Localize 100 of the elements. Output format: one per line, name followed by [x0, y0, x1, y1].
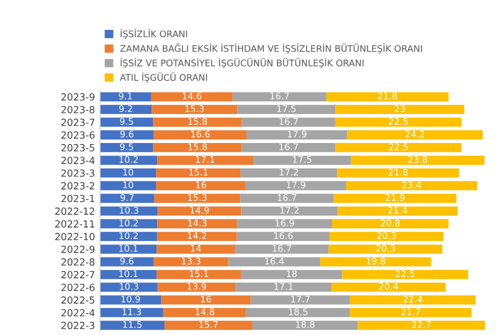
data-label: 16.4	[265, 258, 284, 264]
bar	[100, 194, 154, 203]
y-tick-label: 2022-3	[61, 322, 94, 330]
data-label: 22.5	[389, 143, 408, 150]
bar	[335, 143, 462, 152]
data-label: 10.9	[121, 296, 140, 303]
y-tick-label: 2023-9	[61, 93, 94, 101]
bar	[346, 181, 478, 190]
bar	[157, 232, 237, 242]
data-label: 17.5	[277, 105, 296, 112]
bar	[154, 257, 228, 266]
bar	[242, 118, 336, 127]
y-tick-label: 2022-5	[61, 296, 94, 304]
data-label: 24.2	[406, 130, 424, 138]
bar	[246, 181, 346, 190]
data-label: 22.4	[403, 296, 422, 302]
bar	[350, 308, 472, 318]
bar	[100, 118, 154, 127]
legend-label: ZAMANA BAĞLI EKSİK İSTİHDAM VE İŞSİZLERİN BÜTÜNLEŞİK ORANI	[120, 43, 422, 54]
data-label: 17.5	[292, 156, 312, 163]
bar	[157, 219, 238, 228]
bar	[338, 206, 458, 216]
bar	[330, 232, 444, 242]
y-tick-label: 2022-10	[55, 232, 94, 240]
data-label: 16.9	[276, 220, 294, 226]
data-label: 16	[201, 296, 212, 303]
data-label: 20.3	[376, 244, 395, 252]
bar	[100, 257, 154, 266]
data-label: 16.6	[191, 130, 210, 138]
bar	[100, 232, 158, 242]
data-label: 19.8	[366, 258, 386, 264]
bar	[156, 168, 241, 178]
bar	[237, 104, 336, 114]
data-label: 9.6	[120, 130, 134, 138]
bar	[228, 257, 320, 266]
data-label: 9.5	[120, 143, 134, 150]
data-label: 17.7	[291, 296, 310, 302]
data-label: 21.9	[386, 194, 404, 201]
data-label: 18	[286, 270, 297, 278]
bar	[252, 320, 358, 330]
data-label: 13.9	[188, 283, 206, 290]
data-label: 14.3	[188, 220, 207, 226]
legend-label: İŞSİZLİK ORANI	[120, 28, 188, 39]
data-label: 21.7	[401, 308, 420, 316]
bar	[100, 244, 157, 254]
y-tick-label: 2023-8	[61, 106, 94, 114]
bar	[158, 206, 242, 216]
data-label: 9.5	[120, 118, 134, 125]
bar	[237, 219, 332, 228]
data-label: 21.4	[388, 206, 408, 214]
bar	[100, 168, 156, 178]
data-label: 10.1	[119, 270, 138, 278]
data-label: 21.8	[378, 92, 397, 100]
data-label: 10	[123, 168, 134, 176]
data-label: 17.1	[196, 156, 214, 163]
data-label: 16.7	[280, 143, 298, 150]
bar	[164, 320, 252, 330]
data-label: 9.2	[119, 105, 132, 112]
bar	[100, 181, 156, 190]
data-label: 16.7	[278, 194, 296, 201]
bar	[100, 219, 158, 228]
data-label: 23.4	[402, 181, 422, 188]
bar	[242, 143, 336, 152]
data-label: 10.2	[120, 156, 138, 163]
data-label: 15.8	[188, 143, 207, 150]
data-label: 16	[196, 181, 206, 188]
bar	[236, 232, 330, 242]
data-label: 17.9	[286, 181, 306, 188]
data-label: 9.1	[118, 92, 132, 100]
bar	[156, 244, 236, 254]
data-label: 23.8	[408, 156, 428, 163]
data-label: 23	[394, 105, 405, 112]
data-label: 15.3	[188, 194, 207, 201]
data-label: 14.6	[182, 92, 202, 100]
data-label: 16.7	[270, 92, 289, 100]
y-tick-label: 2023-7	[61, 118, 94, 126]
bar	[100, 206, 158, 216]
bar	[252, 156, 352, 165]
bar	[232, 92, 326, 102]
bar	[331, 282, 446, 292]
data-label: 18.5	[289, 308, 308, 316]
bar	[100, 92, 151, 102]
bar	[250, 295, 350, 304]
bar	[334, 194, 456, 203]
legend-label: İŞSİZ VE POTANSİYEL İŞGÜCÜNÜN BÜTÜNLEŞİK ORANI	[120, 58, 364, 68]
bar	[100, 308, 164, 318]
data-label: 17.9	[288, 130, 306, 138]
data-label: 10.3	[120, 283, 138, 290]
data-label: 16.7	[280, 118, 298, 125]
data-label: 15.1	[190, 270, 208, 278]
bar	[241, 206, 338, 216]
y-tick-label: 2023-5	[61, 144, 94, 152]
bar	[153, 143, 242, 152]
bar	[100, 156, 158, 165]
data-label: 17.2	[280, 206, 299, 214]
y-tick-label: 2023-3	[61, 169, 94, 177]
bar	[351, 156, 484, 165]
data-label: 15.1	[189, 168, 208, 176]
bar	[100, 282, 158, 292]
data-label: 20.4	[379, 283, 398, 290]
